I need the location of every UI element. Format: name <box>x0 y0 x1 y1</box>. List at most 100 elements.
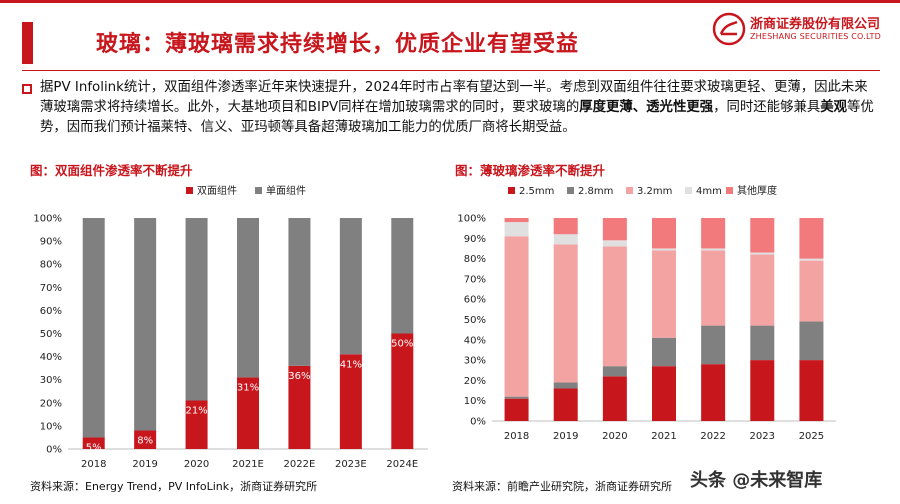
right-bar-2.8mm-2021 <box>652 337 676 367</box>
right-bar-2.5mm-2021 <box>652 366 676 421</box>
right-xtick-label: 2018 <box>504 431 529 442</box>
right-legend-label-3: 4mm <box>696 186 722 197</box>
right-bar-2.8mm-2022 <box>701 325 726 365</box>
right-bar-其他厚度-2022 <box>701 218 726 249</box>
watermark: 头条 @未来智库 <box>690 470 823 491</box>
left-data-label: 36% <box>288 371 310 382</box>
top-accent-bar <box>0 0 900 3</box>
right-legend-swatch-3 <box>685 187 692 194</box>
left-ytick-label: 10% <box>40 421 62 432</box>
left-xtick-label: 2021E <box>232 459 264 470</box>
summary-text-2: ，同时还能够兼具 <box>713 100 821 115</box>
left-ytick-label: 90% <box>40 237 62 248</box>
right-bar-2.5mm-2023 <box>750 360 775 421</box>
right-bar-其他厚度-2019 <box>553 218 578 235</box>
right-legend-label-1: 2.8mm <box>578 186 613 197</box>
right-bar-4mm-2018 <box>504 222 529 237</box>
left-legend-swatch-1 <box>255 187 262 194</box>
right-xtick-label: 2025 <box>799 431 824 442</box>
summary-bold-2: 美观 <box>820 100 848 115</box>
left-ytick-label: 70% <box>40 283 62 294</box>
right-bar-2.8mm-2018 <box>504 396 529 399</box>
right-bar-其他厚度-2021 <box>652 218 676 249</box>
left-xtick-label: 2018 <box>81 459 106 470</box>
page-title: 玻璃：薄玻璃需求持续增长，优质企业有望受益 <box>96 32 580 57</box>
right-legend-label-0: 2.5mm <box>519 186 554 197</box>
right-ytick-label: 10% <box>464 396 486 407</box>
left-legend-label-0: 双面组件 <box>197 184 237 197</box>
left-ytick-label: 80% <box>40 260 62 271</box>
left-chart-title: 图：双面组件渗透率不断提升 <box>30 163 193 178</box>
left-bar-单面组件-2021E <box>237 218 259 378</box>
left-data-label: 5% <box>86 442 102 453</box>
right-bar-其他厚度-2023 <box>750 218 775 253</box>
left-ytick-label: 30% <box>40 375 62 386</box>
header-divider <box>22 70 880 71</box>
right-bar-4mm-2022 <box>701 248 726 251</box>
right-bar-其他厚度-2018 <box>504 218 529 223</box>
right-chart-source: 资料来源：前瞻产业研究院，浙商证券研究所 <box>452 480 672 493</box>
right-chart-title: 图：薄玻璃渗透率不断提升 <box>455 163 606 178</box>
right-legend-label-4: 其他厚度 <box>737 184 777 197</box>
right-xtick-label: 2022 <box>700 431 725 442</box>
right-legend-swatch-4 <box>726 187 733 194</box>
right-xtick-label: 2023 <box>750 431 775 442</box>
left-chart-source: 资料来源：Energy Trend，PV InfoLink，浙商证券研究所 <box>30 480 318 493</box>
right-bar-其他厚度-2025 <box>799 218 824 259</box>
right-xtick-label: 2021 <box>651 431 676 442</box>
right-bar-4mm-2021 <box>652 248 676 251</box>
right-ytick-label: 90% <box>464 234 486 245</box>
bifacial-penetration-chart: 双面组件 单面组件 0% 10% 20% 30% 40% 50% 60% 70% 80% 90% 100… <box>33 184 428 470</box>
left-bar-单面组件-2020 <box>185 218 208 401</box>
left-bar-单面组件-2018 <box>82 218 105 438</box>
right-xtick-label: 2019 <box>553 431 578 442</box>
left-ytick-label: 100% <box>33 214 62 225</box>
left-bar-双面组件-2021E <box>237 377 259 449</box>
right-bar-2.5mm-2020 <box>602 376 627 421</box>
right-ytick-label: 70% <box>464 274 486 285</box>
right-bar-3.2mm-2023 <box>750 254 775 326</box>
left-xtick-label: 2020 <box>184 459 209 470</box>
left-bar-双面组件-2024E <box>391 333 414 449</box>
left-ytick-label: 20% <box>40 398 62 409</box>
left-bar-单面组件-2019 <box>134 218 157 431</box>
left-bar-双面组件-2023E <box>339 354 362 449</box>
right-legend-swatch-1 <box>567 187 574 194</box>
right-bar-3.2mm-2021 <box>652 250 676 338</box>
right-legend-swatch-2 <box>626 187 633 194</box>
right-bar-2.5mm-2022 <box>701 364 726 421</box>
right-bar-3.2mm-2025 <box>799 260 824 322</box>
right-bar-2.8mm-2020 <box>602 366 627 377</box>
left-bar-单面组件-2023E <box>339 218 362 355</box>
right-bar-2.8mm-2023 <box>750 325 775 361</box>
right-ytick-label: 40% <box>464 335 486 346</box>
right-bar-3.2mm-2022 <box>701 250 726 326</box>
right-bar-3.2mm-2020 <box>602 246 627 367</box>
bullet-square-icon <box>22 84 32 94</box>
left-ytick-label: 50% <box>40 329 62 340</box>
summary-paragraph: 据PV Infolink统计，双面组件渗透率近年来快速提升，2024年时市占率有… <box>40 78 880 138</box>
right-bar-3.2mm-2018 <box>504 236 529 397</box>
title-accent <box>22 22 33 64</box>
left-bar-双面组件-2020 <box>185 400 208 449</box>
left-data-label: 41% <box>340 359 362 370</box>
summary-text-3: 等优势，因而我们预计福莱特、信义、亚玛顿等具备超薄玻璃加工能力的优质厂商将长期受… <box>40 100 874 135</box>
left-legend-swatch-0 <box>186 187 193 194</box>
left-bar-单面组件-2024E <box>391 218 414 334</box>
left-bar-双面组件-2018 <box>82 437 105 449</box>
summary-text-1: 据PV Infolink统计，双面组件渗透率近年来快速提升，2024年时市占率有… <box>40 80 868 115</box>
right-bar-2.5mm-2025 <box>799 360 824 421</box>
left-xtick-label: 2019 <box>132 459 157 470</box>
right-bar-2.5mm-2019 <box>553 388 578 421</box>
logo-mark-icon <box>712 12 746 46</box>
left-bar-双面组件-2019 <box>134 430 157 449</box>
right-ytick-label: 50% <box>464 315 486 326</box>
right-bar-4mm-2020 <box>602 240 627 247</box>
left-xtick-label: 2022E <box>284 459 316 470</box>
right-xtick-label: 2020 <box>602 431 627 442</box>
right-bar-3.2mm-2019 <box>553 244 578 383</box>
right-bar-2.8mm-2025 <box>799 321 824 361</box>
left-ytick-label: 40% <box>40 352 62 363</box>
left-data-label: 8% <box>137 436 153 447</box>
right-ytick-label: 60% <box>464 295 486 306</box>
